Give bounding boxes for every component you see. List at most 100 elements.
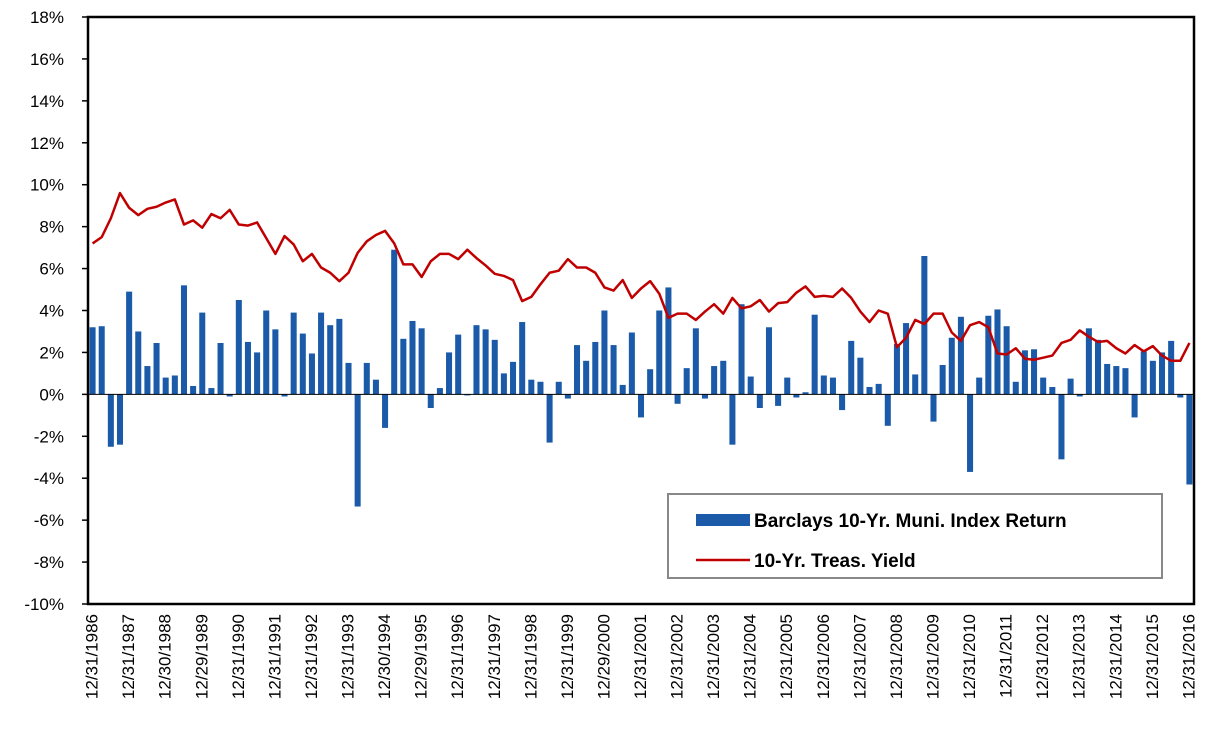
bar xyxy=(875,383,882,395)
x-tick-label: 12/31/1992 xyxy=(302,614,321,699)
bar xyxy=(281,394,288,397)
y-tick-label: 12% xyxy=(30,134,64,153)
bar xyxy=(738,304,745,395)
bar xyxy=(939,365,946,395)
bar xyxy=(1095,339,1102,395)
bar xyxy=(711,366,718,395)
bar xyxy=(464,394,471,396)
bar xyxy=(829,377,836,395)
bar xyxy=(1168,340,1175,395)
bar xyxy=(1021,350,1028,395)
bar xyxy=(409,320,416,395)
bar xyxy=(244,341,251,395)
bar xyxy=(583,360,590,395)
bar xyxy=(592,341,599,395)
bar xyxy=(884,394,891,426)
bar xyxy=(135,331,142,395)
bar xyxy=(1149,360,1156,395)
legend-label: Barclays 10-Yr. Muni. Index Return xyxy=(754,511,1067,532)
x-tick-label: 12/31/2016 xyxy=(1179,614,1198,699)
bar xyxy=(107,394,114,447)
x-tick-label: 12/31/1999 xyxy=(558,614,577,699)
bar xyxy=(473,325,480,395)
bar xyxy=(1158,352,1166,395)
y-tick-label: 16% xyxy=(30,50,64,69)
y-tick-label: 14% xyxy=(30,92,64,111)
bar xyxy=(1058,394,1065,460)
x-tick-label: 12/31/1993 xyxy=(339,614,358,699)
bar xyxy=(126,291,133,395)
bar xyxy=(436,388,443,395)
y-tick-label: 0% xyxy=(39,385,64,404)
x-tick-label: 12/31/2006 xyxy=(814,614,833,699)
bar xyxy=(1003,326,1010,395)
x-tick-label: 12/31/2005 xyxy=(777,614,796,699)
x-tick-label: 12/30/1988 xyxy=(156,614,175,699)
bar xyxy=(1177,394,1184,398)
line xyxy=(91,191,1191,363)
bar xyxy=(1085,328,1092,395)
bar xyxy=(1104,363,1111,395)
bar xyxy=(912,374,919,395)
bar xyxy=(930,394,937,422)
bar xyxy=(820,375,827,395)
bar xyxy=(500,373,507,395)
bar xyxy=(1140,351,1147,395)
legend-box xyxy=(667,493,1163,579)
bar xyxy=(957,316,964,395)
bar xyxy=(400,338,407,395)
x-tick-label: 12/31/2014 xyxy=(1106,614,1125,699)
bar xyxy=(893,344,900,395)
bar xyxy=(647,369,654,395)
x-tick-label: 12/29/2000 xyxy=(594,614,613,699)
x-tick-label: 12/31/2015 xyxy=(1143,614,1162,699)
bar xyxy=(528,379,535,395)
y-tick-label: -6% xyxy=(34,511,64,530)
x-tick-label: 12/31/1987 xyxy=(119,614,138,699)
x-tick-label: 12/29/1989 xyxy=(192,614,211,699)
bar xyxy=(811,314,818,395)
y-tick-label: 4% xyxy=(39,302,64,321)
x-tick-label: 12/31/2012 xyxy=(1033,614,1052,699)
bar xyxy=(720,360,727,395)
x-tick-label: 12/31/2003 xyxy=(704,614,723,699)
bar xyxy=(98,326,105,395)
bar xyxy=(701,394,708,399)
bar xyxy=(199,312,206,395)
legend-swatch xyxy=(696,514,750,526)
bar xyxy=(89,327,96,395)
bar xyxy=(382,394,389,428)
bar xyxy=(665,287,672,395)
bar xyxy=(372,379,379,395)
y-tick-label: -2% xyxy=(34,427,64,446)
bar xyxy=(610,345,617,395)
bar xyxy=(692,328,699,395)
x-tick-label: 12/31/2007 xyxy=(850,614,869,699)
bar xyxy=(1122,368,1129,395)
bar xyxy=(363,362,370,395)
bar xyxy=(1131,394,1138,418)
bar xyxy=(519,322,526,395)
bar xyxy=(427,394,434,408)
y-tick-label: -4% xyxy=(34,469,64,488)
y-tick-label: 6% xyxy=(39,260,64,279)
bar xyxy=(290,312,297,395)
bar xyxy=(948,337,955,395)
x-tick-label: 12/31/2013 xyxy=(1070,614,1089,699)
bar xyxy=(171,375,178,395)
bar xyxy=(446,352,453,395)
bar xyxy=(656,310,663,395)
y-tick-label: 10% xyxy=(30,176,64,195)
bar xyxy=(601,310,608,395)
bar xyxy=(683,368,690,395)
x-tick-label: 12/31/2001 xyxy=(631,614,650,699)
bar xyxy=(510,361,517,395)
bar xyxy=(555,381,562,395)
x-tick-label: 12/31/2009 xyxy=(923,614,942,699)
bar xyxy=(729,394,736,445)
bar xyxy=(1012,381,1019,395)
x-tick-label: 12/31/2011 xyxy=(997,614,1016,698)
bar xyxy=(628,332,635,395)
plot-frame xyxy=(86,15,1196,606)
bar xyxy=(802,392,809,395)
